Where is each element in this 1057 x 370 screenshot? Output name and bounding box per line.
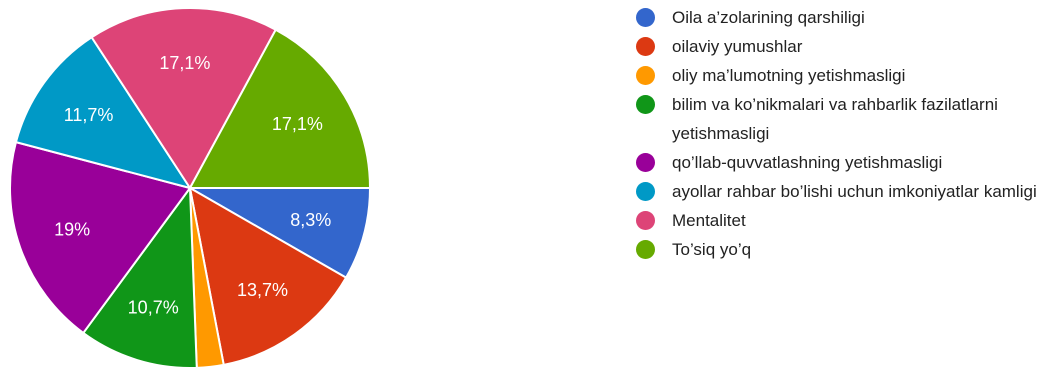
legend-swatch-6 bbox=[636, 182, 655, 201]
pie-slice-8[interactable] bbox=[188, 28, 372, 189]
legend-swatch-4 bbox=[636, 95, 655, 114]
legend-label-2: oilaviy yumushlar bbox=[672, 37, 803, 56]
pie-svg: 8,3% 13,7% 10,7% 19% 11,7% 17,1% 17,1% bbox=[9, 7, 372, 369]
legend-swatch-5 bbox=[636, 153, 655, 172]
legend-label-6: ayollar rahbar bo’lishi uchun imkoniyatl… bbox=[672, 182, 1037, 201]
legend-swatch-8 bbox=[636, 240, 655, 259]
slice-label-1: 8,3% bbox=[290, 210, 331, 230]
legend-item-2[interactable]: oilaviy yumushlar bbox=[636, 32, 1056, 61]
legend-item-5[interactable]: qo’llab-quvvatlashning yetishmasligi bbox=[636, 148, 1056, 177]
pie-slice-2[interactable] bbox=[188, 186, 348, 366]
legend-label-8: To’siq yo’q bbox=[672, 240, 752, 259]
legend-label-4: bilim va ko’nikmalari va rahbarlik fazil… bbox=[672, 95, 998, 143]
legend-item-3[interactable]: oliy ma’lumotning yetishmasligi bbox=[636, 61, 1056, 90]
legend-swatch-2 bbox=[636, 37, 655, 56]
pie-slice-4[interactable] bbox=[81, 185, 198, 369]
legend-swatch-7 bbox=[636, 211, 655, 230]
legend-item-6[interactable]: ayollar rahbar bo’lishi uchun imkoniyatl… bbox=[636, 177, 1056, 206]
slice-label-4: 10,7% bbox=[128, 298, 179, 318]
pie-slice-6[interactable] bbox=[14, 35, 193, 190]
legend-label-7: Mentalitet bbox=[672, 211, 746, 230]
slice-label-7: 17,1% bbox=[159, 53, 210, 73]
pie-slice-1[interactable] bbox=[186, 187, 372, 280]
legend-label-1: Oila a’zolarining qarshiligi bbox=[672, 8, 865, 27]
legend: Oila a’zolarining qarshiligi oilaviy yumu… bbox=[636, 3, 1056, 264]
legend-label-3: oliy ma’lumotning yetishmasligi bbox=[672, 66, 906, 85]
legend-swatch-1 bbox=[636, 8, 655, 27]
pie-slice-5[interactable] bbox=[9, 140, 192, 335]
slice-label-2: 13,7% bbox=[237, 280, 288, 300]
slice-label-8: 17,1% bbox=[272, 114, 323, 134]
legend-item-7[interactable]: Mentalitet bbox=[636, 206, 1056, 235]
legend-swatch-3 bbox=[636, 66, 655, 85]
legend-item-8[interactable]: To’siq yo’q bbox=[636, 235, 1056, 264]
slice-label-5: 19% bbox=[54, 220, 90, 240]
legend-label-5: qo’llab-quvvatlashning yetishmasligi bbox=[672, 153, 943, 172]
slice-label-6: 11,7% bbox=[64, 105, 114, 125]
legend-item-4[interactable]: bilim va ko’nikmalari va rahbarlik fazil… bbox=[636, 90, 1056, 148]
pie-slice-7[interactable] bbox=[90, 7, 278, 190]
legend-item-1[interactable]: Oila a’zolarining qarshiligi bbox=[636, 3, 1056, 32]
